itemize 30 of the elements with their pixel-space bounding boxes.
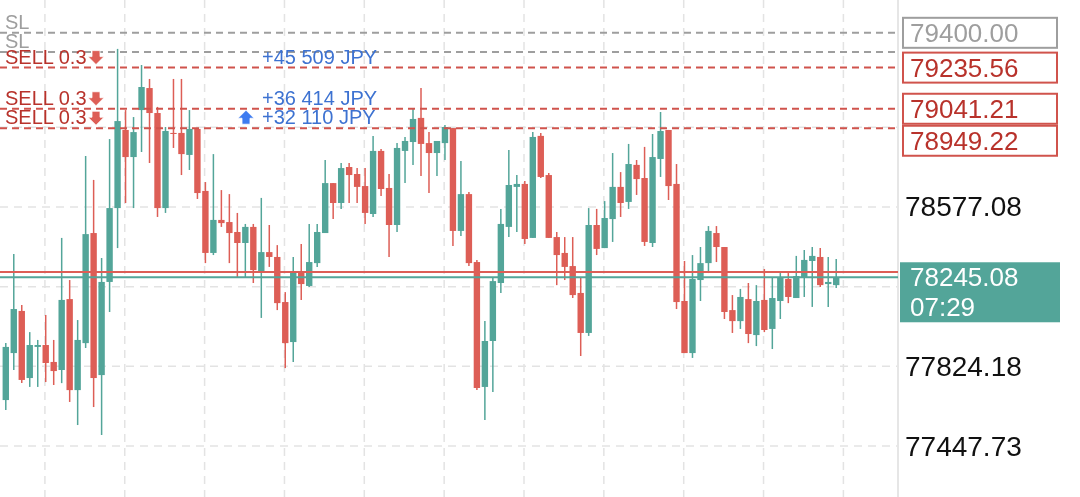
ref-line-label: 79400.00 — [910, 17, 1019, 48]
y-tick-label: 77824.18 — [905, 350, 1022, 382]
candlestick — [425, 131, 433, 194]
y-tick-label: 77447.73 — [905, 430, 1022, 462]
candlestick — [34, 339, 41, 388]
text: 07:29 — [910, 292, 976, 323]
y-tick-label: 78577.08 — [905, 191, 1022, 223]
candlestick — [329, 182, 337, 220]
annotation: +36 414 JPY — [262, 86, 378, 109]
annotation: SELL 0.3 — [5, 86, 87, 109]
annotation: +32 110 JPY — [262, 106, 376, 129]
ref-line-label: 78949.22 — [910, 125, 1019, 156]
candlestick — [42, 314, 49, 383]
candlestick — [617, 171, 624, 218]
ref-line-label: 78245.08 — [910, 262, 1019, 293]
annotation: SELL 0.3 — [5, 106, 87, 129]
candlestick — [713, 225, 720, 263]
candlestick — [353, 167, 361, 204]
candlestick — [138, 64, 145, 153]
candlestick — [513, 174, 521, 233]
ref-line-label: 79235.56 — [910, 52, 1019, 83]
candlestick — [401, 136, 409, 184]
annotation: SL — [5, 10, 30, 33]
candlestick — [345, 162, 353, 204]
annotation: +45 509 JPY — [262, 45, 378, 68]
candlestick — [593, 208, 600, 256]
ref-line-label: 79041.21 — [910, 93, 1019, 124]
candlestick — [266, 224, 273, 268]
candlestick — [433, 140, 441, 177]
candlestick — [50, 339, 57, 386]
